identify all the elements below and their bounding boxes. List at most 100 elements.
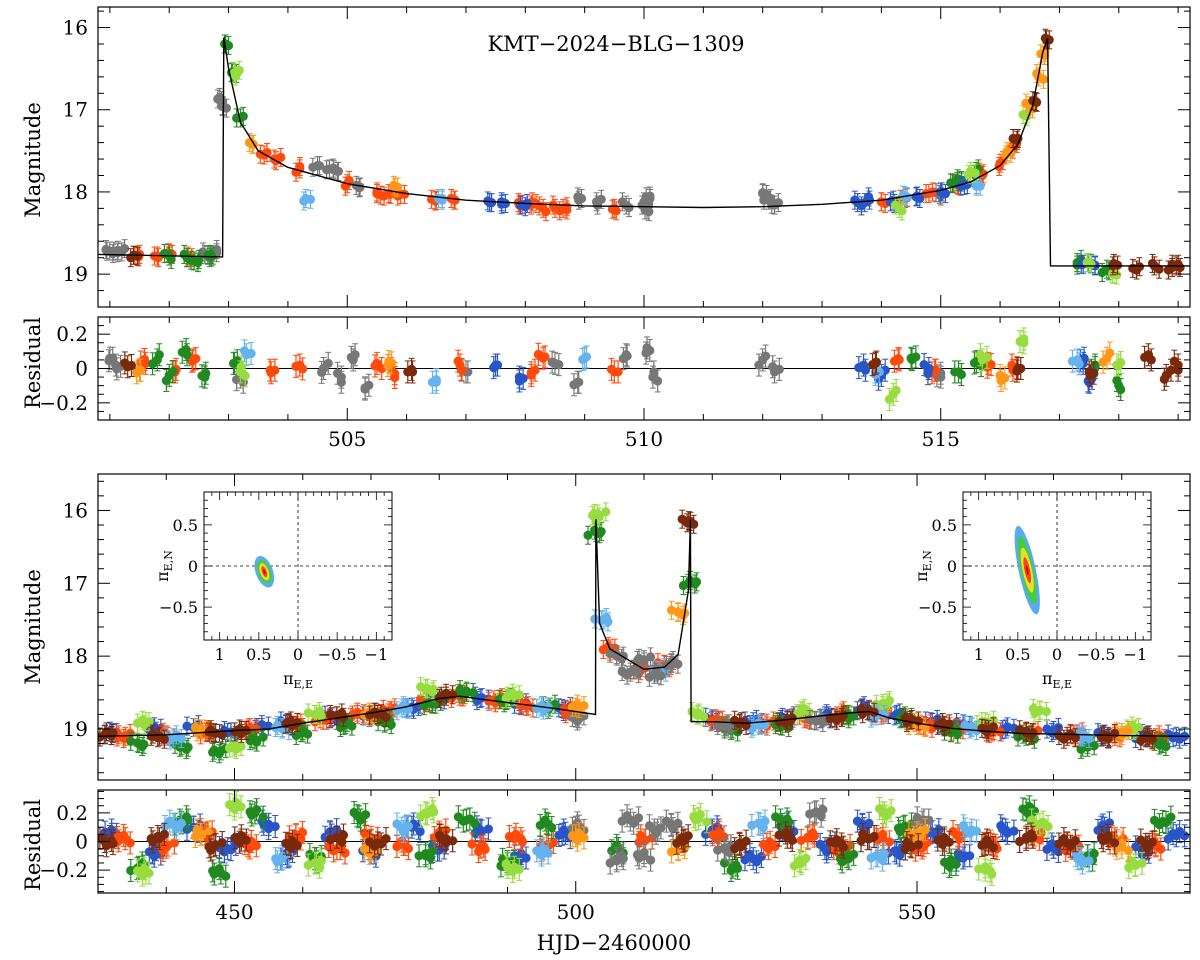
data-point: [1154, 264, 1164, 274]
data-point: [530, 365, 540, 375]
data-point: [515, 200, 526, 210]
data-point: [617, 666, 627, 677]
y-tick-label: 17: [63, 571, 88, 595]
inset-left-contour-level-4: [263, 569, 266, 575]
y-tick-label: 17: [63, 98, 88, 122]
data-point: [596, 194, 606, 204]
data-point: [1173, 365, 1183, 375]
inset-right: 1 0.5 0 −0.5 −10.50−0.5πE,EπE,N: [912, 491, 1152, 691]
data-point: [946, 178, 956, 188]
data-point: [850, 195, 860, 205]
data-point: [154, 350, 164, 360]
data-point: [884, 695, 895, 706]
data-point: [386, 720, 396, 730]
data-point: [1038, 74, 1049, 84]
data-point: [574, 704, 584, 714]
top-light-curve-model-curve: [98, 37, 1190, 267]
data-point: [486, 198, 497, 208]
data-point: [344, 175, 354, 186]
data-point: [1054, 730, 1064, 741]
data-point: [653, 376, 663, 386]
data-point: [193, 258, 203, 268]
data-point: [644, 207, 654, 217]
data-point: [231, 744, 241, 755]
data-point: [113, 245, 123, 255]
data-point: [139, 739, 149, 749]
data-point: [1089, 368, 1099, 378]
data-point: [983, 725, 994, 735]
data-point: [1140, 352, 1150, 362]
data-point: [192, 727, 202, 737]
top-light-curve-series-2: [159, 34, 1114, 282]
inset-y-tick-label: 0.5: [173, 516, 198, 535]
data-point: [247, 733, 257, 744]
data-point: [1159, 374, 1169, 384]
data-point: [1112, 260, 1123, 270]
data-point: [1030, 708, 1040, 718]
data-point: [179, 249, 189, 259]
data-point: [1013, 732, 1023, 742]
data-point: [533, 349, 543, 359]
data-point: [1041, 706, 1052, 717]
data-point: [871, 357, 882, 367]
data-point: [168, 366, 178, 377]
data-point: [603, 617, 613, 627]
data-point: [370, 361, 380, 371]
x-tick-label: 505: [328, 427, 366, 451]
data-point: [201, 368, 211, 378]
data-point: [159, 734, 169, 744]
top-light-curve-series-0: [101, 87, 946, 268]
data-point: [617, 197, 627, 207]
axis-label-subscript: E,N: [162, 550, 175, 572]
inset-right-contour-level-4: [1025, 565, 1029, 575]
top-residual-panel: Residual 505 510 515 −0.2 0 0.2: [21, 316, 1191, 451]
top-residual-plot-area: [98, 327, 1190, 411]
data-point: [1156, 738, 1166, 748]
data-point: [897, 206, 907, 216]
data-point: [1086, 259, 1096, 269]
data-point: [431, 375, 441, 385]
data-point: [1098, 357, 1108, 367]
data-point: [902, 717, 912, 728]
data-point: [832, 715, 842, 725]
data-point: [239, 346, 250, 356]
data-point: [760, 351, 771, 361]
x-tick-label: 515: [922, 427, 960, 451]
data-point: [472, 695, 482, 706]
data-point: [350, 350, 360, 360]
data-point: [781, 718, 791, 728]
data-point: [206, 725, 216, 735]
data-point: [457, 365, 467, 375]
data-point: [645, 652, 656, 662]
data-point: [120, 358, 130, 368]
data-point: [611, 206, 621, 216]
data-point: [364, 380, 374, 390]
data-point: [787, 713, 797, 723]
data-point: [950, 367, 960, 377]
data-point: [911, 352, 921, 362]
data-point: [940, 188, 951, 199]
data-point: [255, 149, 265, 159]
data-point: [858, 709, 868, 719]
data-point: [736, 717, 746, 727]
data-point: [181, 345, 191, 355]
data-point: [468, 687, 478, 698]
data-point: [209, 745, 219, 755]
data-point: [299, 196, 309, 206]
data-point: [291, 730, 301, 741]
y-tick-label: 19: [63, 262, 88, 286]
data-point: [561, 709, 571, 719]
data-point: [514, 690, 524, 700]
data-point: [923, 369, 933, 379]
y-tick-label: 19: [63, 717, 88, 741]
data-point: [541, 207, 551, 217]
data-point: [308, 162, 318, 172]
data-point: [450, 195, 460, 205]
data-point: [634, 653, 644, 663]
inset-left-x-axis-label: πE,E: [283, 669, 313, 691]
data-point: [336, 377, 346, 387]
data-point: [799, 704, 809, 714]
data-point: [754, 360, 764, 370]
bottom-light-curve-model-curve: [98, 519, 1190, 737]
data-point: [1123, 725, 1133, 736]
